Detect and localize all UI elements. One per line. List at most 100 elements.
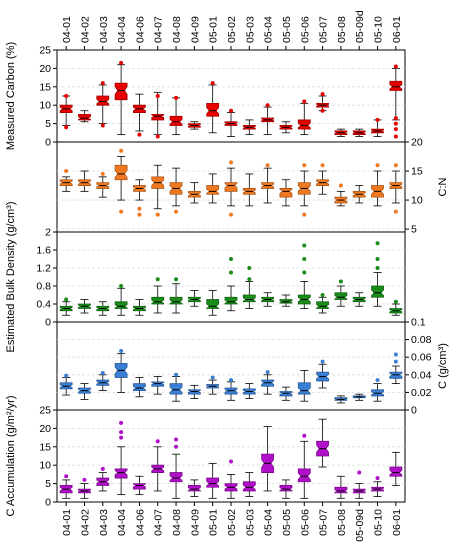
box-04-08: [169, 376, 183, 402]
box-05-02: [224, 167, 238, 207]
outlier-point: [119, 60, 124, 65]
x-tick-label-top: 04-03: [98, 16, 110, 43]
x-tick-label-top: 05-01: [208, 16, 220, 43]
x-tick-label-top: 05-07: [318, 16, 330, 43]
box-04-01: [59, 377, 73, 396]
box-05-08: [334, 395, 348, 404]
outlier-point: [64, 373, 69, 378]
outlier-point: [100, 123, 105, 128]
outlier-point: [119, 430, 124, 435]
y-tick-label: 0: [45, 137, 51, 149]
x-tick-label-bottom: 05-02: [226, 509, 238, 536]
panel-4: 0 0.02 0.04 0.06 0.08 0.1 C (g/cm³): [57, 317, 449, 417]
box-05-03: [242, 383, 256, 399]
panel-5: 0 5 10 15 20 25 C Accumulation (g/m²/yr): [5, 395, 405, 517]
box-body: [297, 468, 311, 483]
x-tick-label-bottom: 04-02: [79, 509, 91, 536]
box-05-09d: [352, 292, 366, 307]
outlier-point: [229, 459, 233, 464]
outlier-point: [229, 108, 233, 113]
box-05-01: [206, 379, 220, 395]
box-05-01: [206, 462, 220, 499]
y-tick-label: 2: [45, 227, 51, 239]
box-04-07: [151, 446, 165, 492]
box-body: [316, 301, 329, 309]
x-tick-label-bottom: 05-08: [336, 509, 348, 536]
outlier-point: [229, 257, 233, 261]
outlier-point: [302, 257, 307, 261]
x-tick-label-top: 05-05: [281, 16, 293, 43]
outlier-point: [320, 293, 325, 297]
box-05-01: [206, 84, 220, 134]
y-tick-label: 1.6: [36, 245, 51, 257]
y-tick-label: 5: [45, 478, 51, 490]
outlier-point: [265, 370, 270, 375]
box-05-02: [224, 381, 238, 401]
box-04-03: [96, 472, 110, 492]
y-axis-label: C:N: [437, 177, 449, 196]
box-body: [78, 114, 91, 121]
box-05-04: [261, 292, 275, 307]
x-tick-label-top: 05-08: [336, 16, 348, 43]
box-05-09d: [352, 128, 366, 137]
box-04-09: [187, 290, 201, 307]
box-body: [206, 102, 220, 117]
outlier-point: [100, 171, 105, 176]
x-tick-label-top: 06-01: [391, 16, 403, 43]
box-body: [279, 188, 293, 198]
box-05-04: [261, 106, 275, 136]
box-05-07: [316, 418, 329, 468]
outlier-point: [64, 297, 69, 302]
box-04-02: [78, 110, 91, 123]
box-body: [114, 82, 128, 101]
outlier-point: [100, 81, 105, 86]
x-tick-label-top: 04-02: [79, 16, 91, 43]
box-05-08: [334, 285, 348, 307]
box-04-07: [151, 376, 165, 395]
outlier-point: [174, 95, 179, 100]
box-04-06: [133, 377, 146, 398]
box-04-01: [59, 95, 73, 126]
outlier-point: [375, 117, 380, 122]
box-05-04: [261, 426, 275, 492]
box-05-01: [206, 173, 220, 204]
outlier-point: [100, 466, 105, 471]
box-04-04: [114, 156, 128, 201]
outlier-point: [393, 163, 398, 168]
x-tick-label-bottom: 05-05: [281, 509, 293, 536]
outlier-point: [229, 160, 233, 165]
box-body: [297, 119, 311, 130]
outlier-point: [393, 64, 398, 69]
box-body: [133, 383, 146, 392]
box-body: [389, 466, 403, 477]
panel-1: 0 5 10 15 20 25 Measured Carbon (%): [5, 42, 405, 150]
y-tick-label: 15: [411, 166, 423, 178]
x-tick-label-bottom: 05-10: [373, 509, 385, 536]
box-body: [206, 185, 220, 195]
box-body: [96, 95, 110, 106]
outlier-point: [302, 163, 307, 168]
box-body: [169, 296, 183, 305]
box-05-03: [242, 173, 256, 207]
x-tick-label-bottom: 04-06: [134, 509, 146, 536]
outlier-point: [119, 209, 124, 214]
box-05-01: [205, 290, 220, 316]
panel-2: 5 10 15 20 C:N: [57, 137, 449, 236]
box-04-09: [187, 384, 201, 399]
outlier-point: [320, 92, 325, 97]
outlier-point: [119, 284, 124, 288]
y-axis-label: C Accumulation (g/m²/yr): [5, 395, 17, 516]
box-04-08: [169, 97, 183, 136]
x-tick-label-bottom: 04-01: [61, 509, 73, 536]
box-05-10: [371, 119, 384, 137]
box-body: [151, 296, 165, 305]
box-04-09: [187, 121, 201, 130]
box-04-03: [96, 84, 110, 124]
y-axis-label: Measured Carbon (%): [5, 42, 17, 150]
box-05-08: [334, 475, 348, 499]
x-tick-label-top: 05-04: [263, 16, 275, 43]
y-tick-label: 10: [411, 195, 423, 207]
y-tick-label: 0: [45, 317, 51, 329]
box-05-03: [242, 281, 256, 309]
